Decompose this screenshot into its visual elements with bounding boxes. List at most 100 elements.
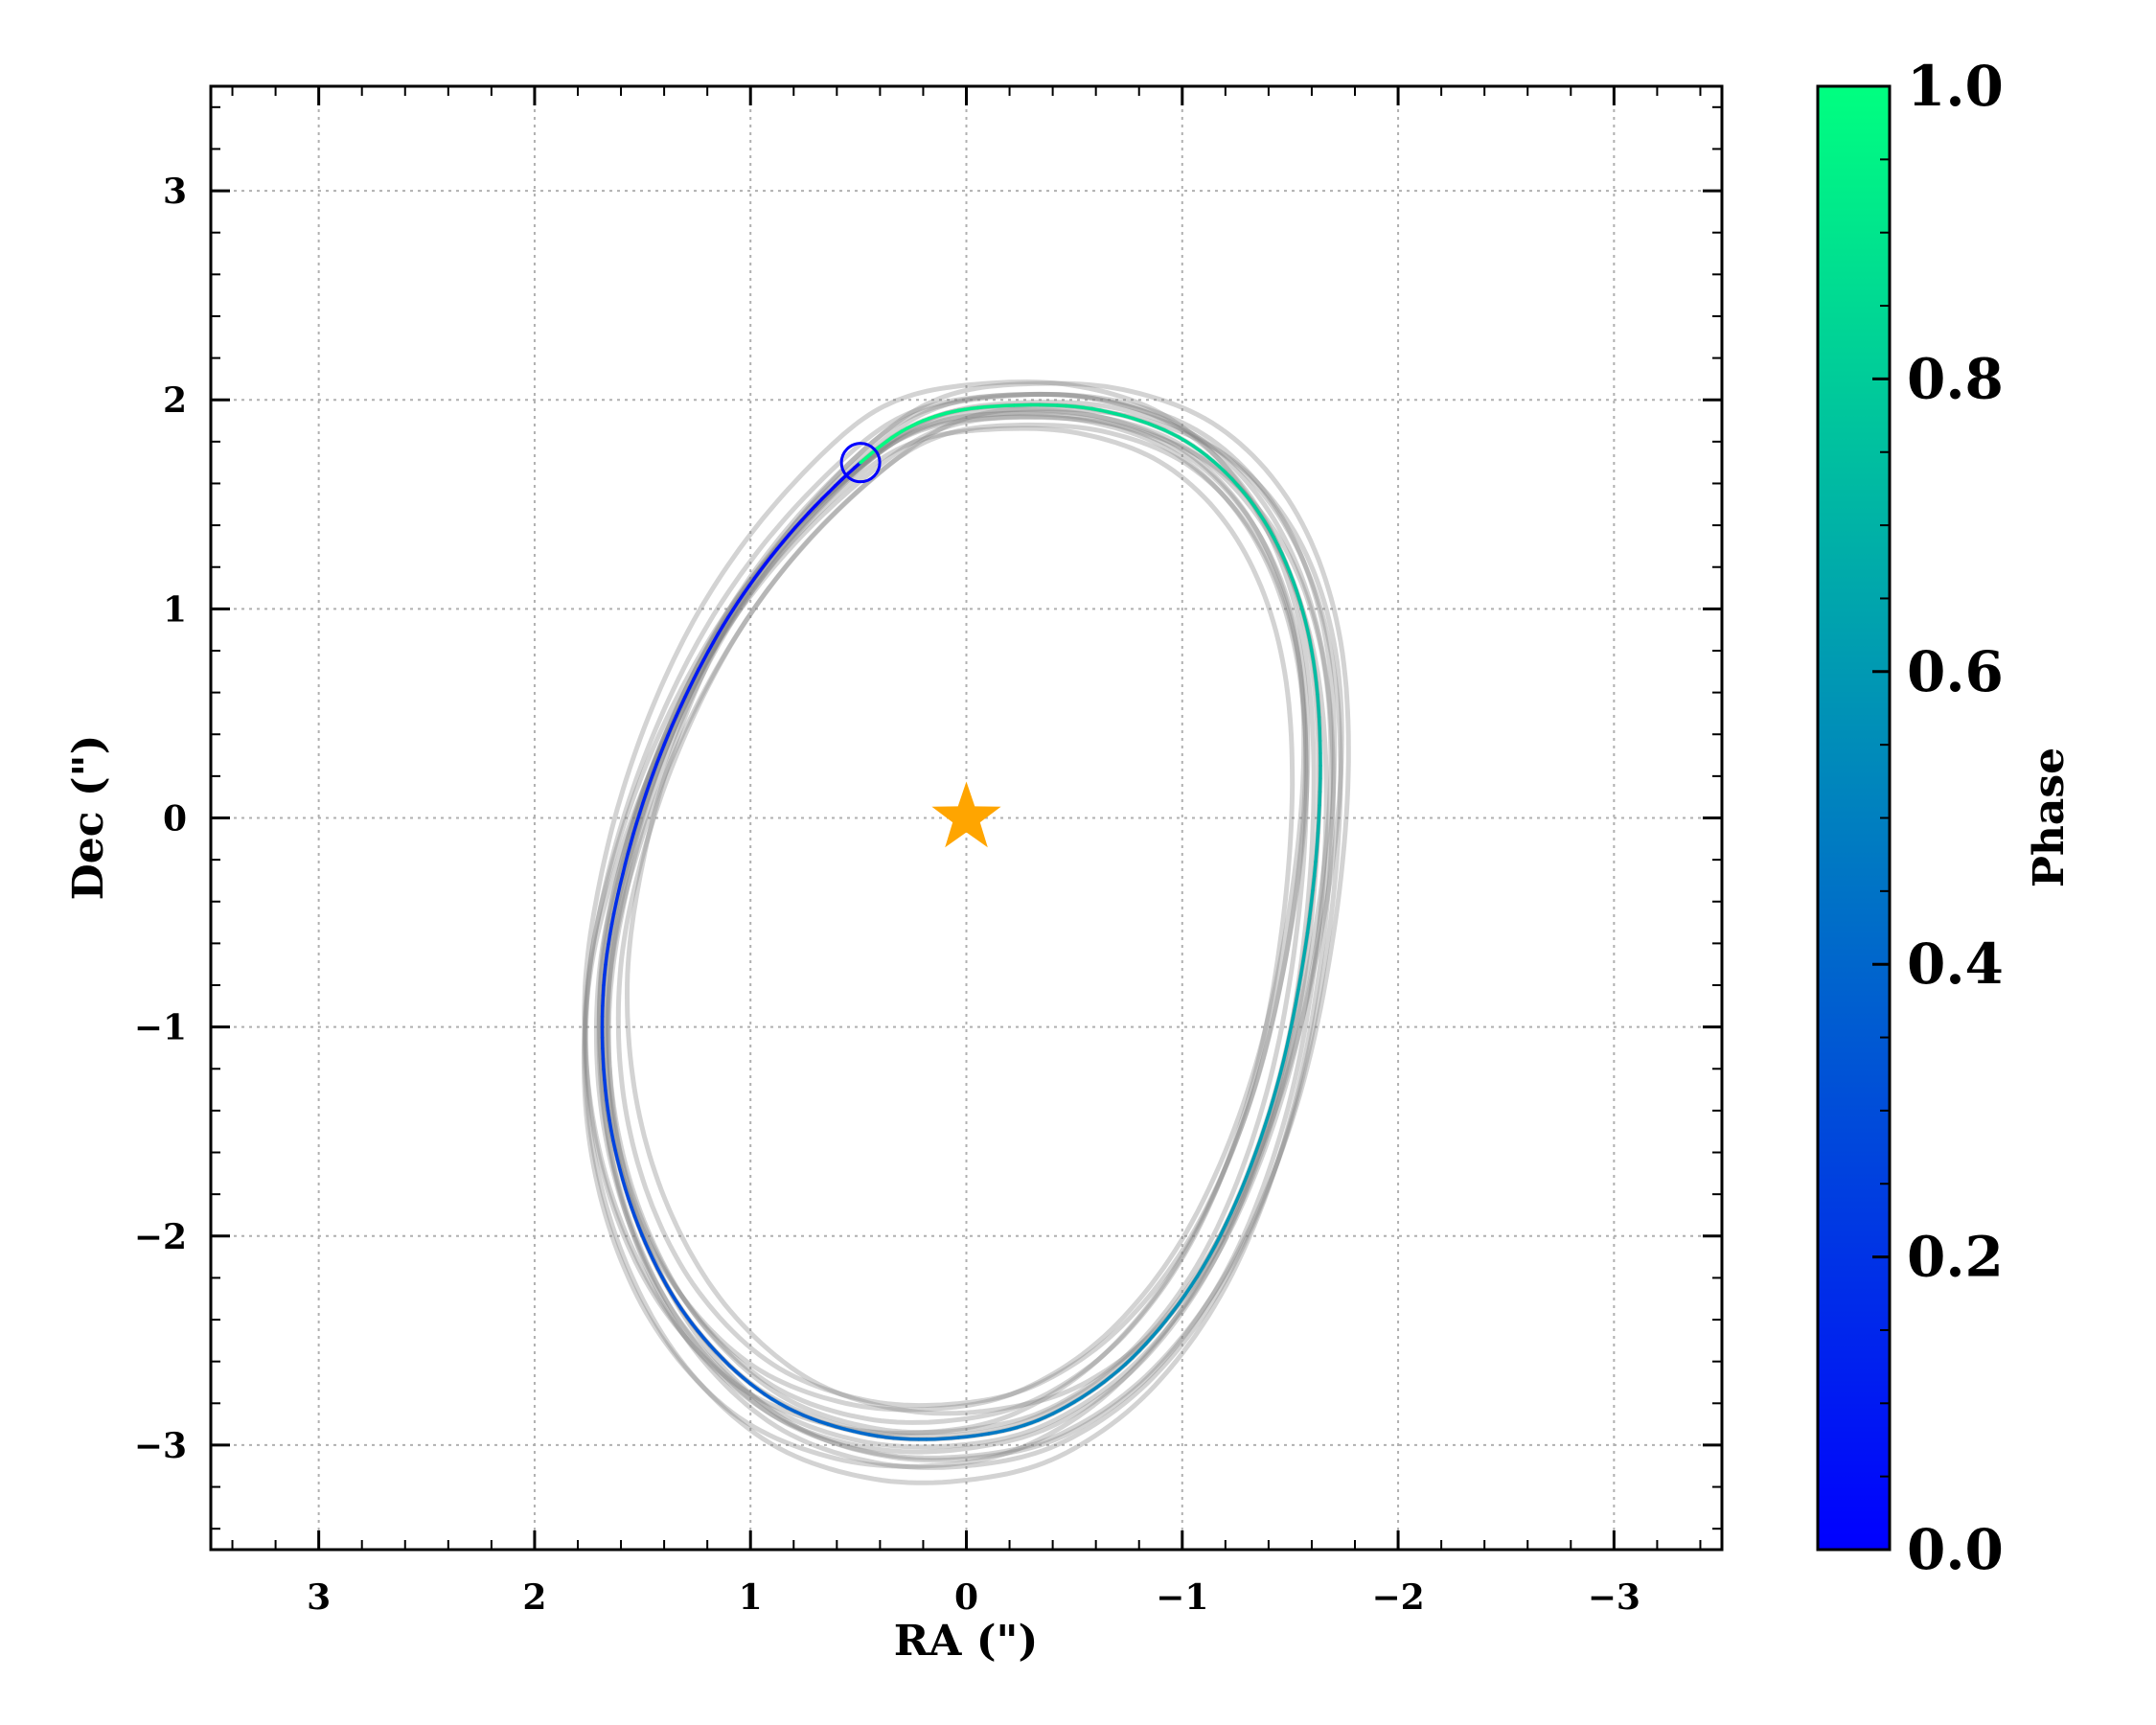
orbit-segment — [626, 841, 632, 856]
orbit-segment — [631, 821, 638, 836]
colorbar-ticks: 0.0 0.2 0.4 0.6 0.8 1.0 — [1872, 54, 2004, 1582]
orbit-segment — [1274, 1071, 1282, 1089]
orbit-segment — [629, 832, 635, 846]
orbit-segment — [1212, 1233, 1223, 1249]
posterior-orbit-draw — [605, 414, 1310, 1436]
colorbar-tick-label: 0.6 — [1907, 639, 2004, 704]
colorbar-tick-label: 0.4 — [1907, 932, 2004, 997]
orbit-segment — [1206, 1244, 1217, 1259]
orbit-segment — [1163, 1310, 1175, 1323]
axis-ticks: 3 2 1 0 −1 −2 −3 3 2 1 0 −1 −2 −3 — [134, 86, 1722, 1618]
orbit-segment — [616, 882, 623, 896]
orbit-segment — [670, 714, 678, 727]
orbit-segment — [678, 695, 687, 708]
orbit-segment — [611, 902, 618, 916]
orbit-segment — [1291, 1001, 1298, 1020]
orbit-segment — [608, 922, 614, 936]
orbit-segment — [1239, 1175, 1249, 1192]
orbit-segment — [1311, 659, 1318, 674]
orbit-segment — [1263, 1111, 1272, 1128]
orbit-segment — [1314, 680, 1319, 697]
orbit-segment — [687, 677, 697, 690]
orbit-segment — [1307, 903, 1314, 921]
orbit-segment — [1296, 973, 1303, 992]
orbit-segment — [647, 771, 655, 786]
y-axis-label: Dec (") — [64, 735, 113, 901]
posterior-orbit-draw — [593, 391, 1338, 1450]
orbit-segment — [615, 1158, 622, 1172]
orbit-segment — [1189, 1275, 1200, 1288]
orbit-segment — [607, 932, 612, 947]
orbit-segment — [1308, 638, 1314, 653]
orbit-segment — [602, 973, 607, 987]
orbit-segment — [1267, 1098, 1275, 1116]
current-position-marker — [839, 442, 882, 484]
orbit-segment — [601, 983, 606, 998]
orbit-segment — [1228, 1200, 1238, 1215]
orbit-segment — [601, 994, 606, 1008]
orbit-segment — [604, 953, 609, 967]
orbit-segment — [603, 1078, 608, 1092]
colorbar — [1816, 84, 1892, 1552]
orbit-segment — [1218, 1223, 1227, 1238]
colorbar-tick-label: 0.8 — [1907, 346, 2004, 411]
x-axis-label: RA (") — [894, 1617, 1039, 1666]
orbit-segment — [654, 752, 662, 767]
posterior-orbit-draw — [598, 400, 1343, 1470]
colorbar-tick-label: 1.0 — [1907, 54, 2004, 119]
orbit-segment — [1316, 692, 1320, 707]
orbit-segment — [1177, 1293, 1187, 1306]
colorbar-label: Phase — [2025, 748, 2074, 887]
orbit-segment — [1315, 831, 1320, 849]
orbit-segment — [1294, 987, 1300, 1006]
grid-lines — [211, 86, 1722, 1550]
x-tick-label: 0 — [954, 1577, 978, 1618]
orbit-segment — [1244, 1162, 1253, 1180]
orbit-segment — [697, 658, 705, 672]
orbit-segment — [1311, 874, 1317, 892]
orbit-segment — [613, 892, 620, 907]
orbit-segment — [1170, 1301, 1181, 1315]
orbit-segment — [1285, 1030, 1293, 1048]
orbit-segment — [1317, 715, 1321, 731]
orbit-segment — [1157, 1319, 1168, 1331]
orbit-segment — [1313, 670, 1319, 685]
orbit-segment — [1303, 931, 1310, 949]
posterior-orbit-draw — [606, 409, 1329, 1463]
orbit-segment — [609, 912, 616, 927]
orbit-segment — [603, 962, 608, 978]
posterior-orbit-draw — [582, 391, 1336, 1485]
y-tick-label: −1 — [134, 1008, 187, 1048]
orbit-segment — [1300, 608, 1307, 622]
orbit-segment — [1278, 1058, 1286, 1075]
x-tick-label: 1 — [739, 1577, 763, 1618]
orbit-segment — [675, 704, 683, 718]
orbit-segment — [1301, 945, 1308, 963]
x-tick-label: 3 — [307, 1577, 331, 1618]
posterior-orbit-draw — [604, 406, 1344, 1439]
y-tick-label: −3 — [134, 1426, 187, 1466]
orbit-segment — [604, 1088, 608, 1103]
orbit-segment — [1224, 1211, 1233, 1227]
orbit-segment — [1271, 1085, 1279, 1102]
orbit-segment — [1201, 1254, 1211, 1269]
x-tick-label: −1 — [1156, 1577, 1208, 1618]
orbit-segment — [658, 743, 666, 756]
orbit-segment — [692, 667, 700, 680]
orbit-segment — [1312, 860, 1318, 878]
orbit-segment — [1310, 649, 1316, 663]
orbit-segment — [1258, 1124, 1267, 1141]
orbit-segment — [662, 733, 670, 747]
orbit-segment — [637, 801, 645, 816]
x-tick-label: 2 — [522, 1577, 546, 1618]
orbit-segment — [623, 852, 630, 866]
orbit-segment — [606, 1109, 611, 1123]
orbit-segment — [605, 1098, 610, 1113]
posterior-orbit-draw — [624, 392, 1322, 1416]
posterior-orbit-draw — [582, 379, 1317, 1455]
colorbar-tick-label: 0.2 — [1907, 1225, 2004, 1290]
orbit-segment — [1314, 845, 1319, 863]
posterior-orbit-draw — [615, 422, 1309, 1409]
orbit-segment — [1150, 1326, 1161, 1339]
